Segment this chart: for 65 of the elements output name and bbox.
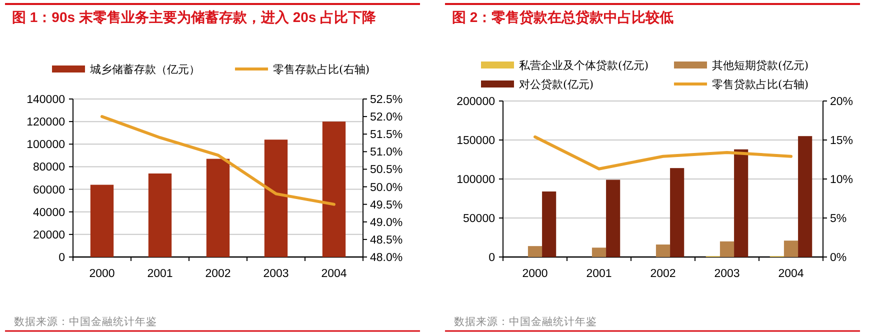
- y2-tick-label: 15%: [830, 135, 854, 147]
- bar: [606, 180, 620, 257]
- x-tick-label: 2001: [586, 268, 612, 280]
- source-note: 数据来源：中国金融统计年鉴: [14, 315, 157, 328]
- bar: [798, 136, 812, 257]
- line-series: [534, 135, 792, 170]
- bar: [656, 244, 670, 257]
- y-tick-label: 80000: [33, 162, 65, 174]
- bar: [720, 241, 734, 257]
- chart-title: 图 1：90s 末零售业务主要为储蓄存款，进入 20s 占比下降: [12, 9, 378, 25]
- legend-label: 零售贷款占比(右轴): [712, 78, 809, 91]
- y2-tick-label: 49.5%: [370, 199, 403, 212]
- bar: [90, 184, 114, 257]
- chart-title: 图 2：零售贷款在总贷款中占比较低: [452, 9, 674, 25]
- bar: [148, 173, 172, 257]
- y-tick-label: 0: [58, 252, 65, 264]
- x-tick-label: 2003: [263, 268, 289, 280]
- legend-label: 城乡储蓄存款（亿元）: [89, 63, 200, 76]
- y-tick-label: 40000: [33, 206, 65, 219]
- x-tick-label: 2000: [522, 268, 548, 280]
- x-tick-label: 2001: [147, 268, 173, 280]
- y-tick-label: 150000: [456, 135, 495, 147]
- source-note: 数据来源：中国金融统计年鉴: [454, 315, 597, 328]
- legend-label: 其他短期贷款(亿元): [712, 59, 809, 72]
- bar: [542, 191, 556, 257]
- y2-tick-label: 50.0%: [370, 182, 403, 194]
- x-tick-label: 2002: [205, 268, 231, 280]
- bar: [670, 168, 684, 257]
- y-tick-label: 20000: [33, 229, 65, 242]
- y-tick-label: 0: [488, 252, 495, 264]
- y2-tick-label: 10%: [830, 174, 854, 186]
- legend-label: 零售存款占比(右轴): [273, 63, 370, 76]
- y-tick-label: 100000: [26, 139, 65, 152]
- y-tick-label: 200000: [456, 96, 495, 108]
- y2-tick-label: 50.5%: [370, 164, 403, 176]
- y2-tick-label: 0%: [830, 252, 847, 264]
- legend-label: 私营企业及个体贷款(亿元): [519, 59, 649, 72]
- x-tick-label: 2003: [714, 268, 740, 280]
- y2-tick-label: 5%: [830, 213, 847, 225]
- y-tick-label: 140000: [26, 94, 65, 106]
- bar: [528, 246, 542, 257]
- legend-label: 对公贷款(亿元): [519, 78, 594, 91]
- y-tick-label: 120000: [26, 116, 65, 129]
- y2-tick-label: 48.0%: [370, 252, 403, 264]
- x-tick-label: 2004: [778, 268, 804, 280]
- x-tick-label: 2004: [321, 268, 348, 280]
- bar: [206, 158, 230, 257]
- bar: [592, 248, 606, 257]
- y-tick-label: 50000: [463, 213, 495, 225]
- bar: [322, 122, 346, 257]
- y2-tick-label: 20%: [830, 96, 854, 108]
- bar: [784, 240, 798, 257]
- y-tick-label: 60000: [33, 184, 65, 196]
- y-tick-label: 100000: [456, 174, 495, 186]
- y2-tick-label: 51.0%: [370, 146, 403, 159]
- bar: [264, 140, 288, 257]
- y2-tick-label: 49.0%: [370, 216, 403, 229]
- x-tick-label: 2000: [89, 268, 115, 280]
- line-series: [100, 115, 336, 206]
- y2-tick-label: 52.5%: [370, 94, 403, 106]
- bar: [734, 149, 748, 257]
- x-tick-label: 2002: [650, 268, 676, 280]
- y2-tick-label: 48.5%: [370, 234, 403, 246]
- y2-tick-label: 52.0%: [370, 112, 403, 124]
- y2-tick-label: 51.5%: [370, 129, 403, 142]
